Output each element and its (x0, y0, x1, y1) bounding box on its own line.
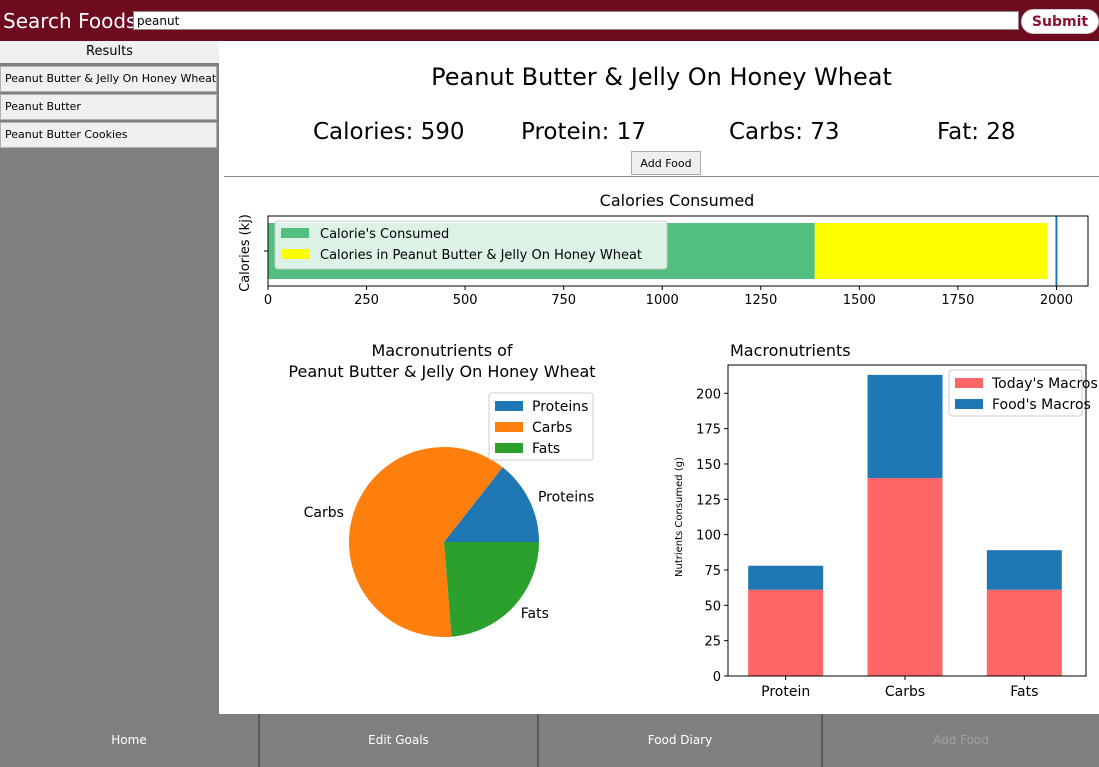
y-tick-label: 25 (704, 635, 721, 650)
legend-box (274, 220, 668, 270)
y-tick-label: 150 (696, 458, 721, 473)
nav-food-diary-button[interactable]: Food Diary (539, 714, 823, 767)
legend-label: Proteins (532, 399, 588, 415)
macro-bar-segment (867, 374, 943, 479)
calories-chart: Calories Consumed Calories (kj) 0 250 500 7… (238, 191, 1089, 308)
calories-stat: Calories: 590 (313, 119, 465, 145)
result-item[interactable]: Peanut Butter (0, 94, 217, 120)
fat-stat: Fat: 28 (937, 119, 1016, 145)
legend-swatch (281, 249, 309, 259)
macro-chart-ylabel: Nutrients Consumed (g) (674, 457, 685, 577)
submit-button[interactable]: Submit (1021, 9, 1099, 34)
legend-swatch (495, 401, 523, 411)
legend-swatch (495, 443, 523, 453)
nav-edit-goals-button[interactable]: Edit Goals (260, 714, 539, 767)
macronutrients-pie-chart: Macronutrients of Peanut Butter & Jelly … (288, 341, 596, 637)
x-tick-label: 750 (551, 293, 576, 308)
x-tick-label: 250 (354, 293, 379, 308)
macro-legend: Today's Macros Food's Macros (948, 369, 1098, 417)
x-tick-label: 1750 (941, 293, 974, 308)
y-tick-label: 50 (704, 599, 721, 614)
pie-slice-label: Fats (521, 606, 549, 622)
legend-swatch (955, 399, 983, 409)
y-tick-label: 125 (696, 493, 721, 508)
legend-label: Calories in Peanut Butter & Jelly On Hon… (320, 248, 642, 263)
carbs-stat: Carbs: 73 (729, 119, 840, 145)
macro-plot-frame (727, 364, 1087, 677)
macro-bar-segment (748, 565, 824, 590)
pie-chart-title: Peanut Butter & Jelly On Honey Wheat (288, 362, 595, 381)
legend-label: Food's Macros (992, 397, 1091, 413)
x-tick-label: Protein (761, 684, 810, 700)
x-tick-label: 1000 (646, 293, 679, 308)
calories-chart-title: Calories Consumed (600, 191, 755, 210)
x-tick-label: 1250 (744, 293, 777, 308)
pie-chart-title: Macronutrients of (371, 341, 512, 360)
search-input[interactable] (133, 11, 1019, 30)
macro-bar-segment (748, 589, 824, 676)
results-sidebar: Results Peanut Butter & Jelly On Honey W… (0, 41, 219, 714)
bottom-nav: Home Edit Goals Food Diary Add Food (0, 714, 1099, 767)
legend-label: Carbs (532, 420, 572, 436)
legend-label: Fats (532, 441, 560, 457)
nav-home-button[interactable]: Home (0, 714, 260, 767)
y-tick-label: 75 (704, 564, 721, 579)
protein-stat: Protein: 17 (521, 119, 646, 145)
pie-slice (349, 447, 503, 637)
macro-chart-title: Macronutrients (730, 341, 851, 360)
x-tick-label: 1500 (843, 293, 876, 308)
nav-add-food-button: Add Food (823, 714, 1099, 767)
pie-slice (444, 542, 539, 637)
divider (224, 176, 1099, 177)
macro-bar-segment (867, 478, 943, 676)
legend-swatch (281, 228, 309, 238)
x-tick-label: 2000 (1040, 293, 1073, 308)
x-tick-label: 0 (264, 293, 272, 308)
legend-swatch (955, 378, 983, 388)
search-bar: Search Foods: Submit (0, 0, 1099, 41)
calorie-bar-segment (814, 223, 1048, 279)
macro-bar-segment (986, 550, 1062, 590)
legend-swatch (495, 422, 523, 432)
pie-slice-label: Proteins (538, 489, 594, 505)
x-tick-label: 500 (453, 293, 478, 308)
add-food-button[interactable]: Add Food (631, 151, 701, 175)
calories-legend: Calorie's Consumed Calories in Peanut But… (274, 220, 668, 270)
main-panel: Peanut Butter & Jelly On Honey Wheat Cal… (224, 41, 1099, 714)
y-tick-label: 200 (696, 387, 721, 402)
pie-slice-label: Carbs (304, 505, 344, 521)
macronutrients-bar-chart: Macronutrients Nutrients Consumed (g) 0 2… (674, 341, 1098, 700)
result-item[interactable]: Peanut Butter & Jelly On Honey Wheat (0, 66, 217, 92)
result-item[interactable]: Peanut Butter Cookies (0, 122, 217, 148)
y-tick-label: 175 (696, 423, 721, 438)
results-header: Results (0, 41, 219, 63)
search-label: Search Foods: (3, 9, 144, 33)
x-tick-label: Fats (1010, 684, 1038, 700)
pie-legend: Proteins Carbs Fats (488, 392, 594, 461)
legend-label: Calorie's Consumed (320, 227, 449, 242)
calories-chart-ylabel: Calories (kj) (238, 214, 253, 292)
macro-bar-segment (986, 589, 1062, 676)
x-tick-label: Carbs (885, 684, 925, 700)
food-title: Peanut Butter & Jelly On Honey Wheat (431, 63, 892, 91)
pie-slice (444, 467, 539, 542)
y-tick-label: 0 (713, 670, 721, 685)
y-tick-label: 100 (696, 529, 721, 544)
legend-label: Today's Macros (991, 376, 1098, 392)
